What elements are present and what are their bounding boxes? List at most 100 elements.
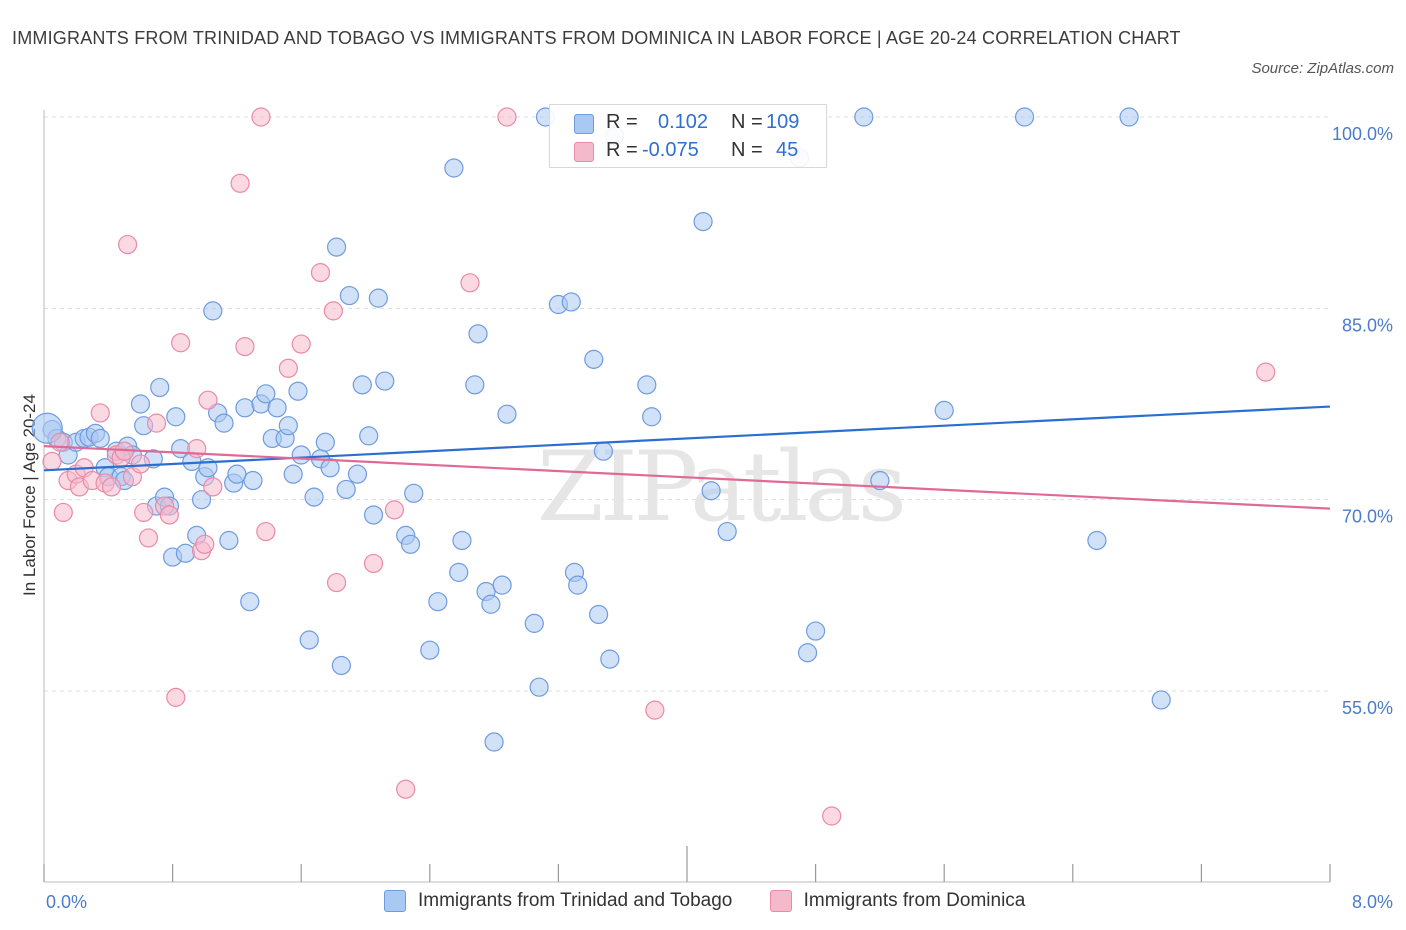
data-point [166, 687, 186, 707]
dominica-legend-swatch [769, 890, 792, 912]
data-point [347, 464, 368, 484]
trend-line-dominica [43, 444, 1331, 510]
data-point [481, 594, 501, 614]
x-tick-label: 8.0% [1352, 892, 1393, 912]
data-point [50, 432, 70, 452]
data-point [797, 643, 818, 663]
data-point [166, 407, 186, 427]
data-point [240, 592, 260, 612]
data-point [214, 413, 234, 433]
data-point [428, 592, 448, 612]
data-point [1151, 690, 1171, 710]
data-point [288, 381, 308, 401]
n-value: 109 [766, 111, 800, 133]
data-point [339, 285, 360, 306]
data-point [637, 375, 657, 395]
data-point [159, 505, 179, 525]
data-point [267, 398, 287, 418]
trend-lines [43, 405, 1331, 510]
data-point [1119, 107, 1139, 127]
data-point [400, 534, 421, 554]
data-point [243, 470, 263, 491]
data-point [195, 534, 215, 554]
data-point [130, 454, 151, 474]
data-point [171, 333, 191, 353]
legend-item-dominica: Immigrants from Dominica [769, 890, 1026, 912]
data-point [326, 572, 347, 593]
data-point [283, 464, 303, 484]
data-point [175, 543, 196, 563]
r-label: R = [606, 139, 638, 161]
chart-title: IMMIGRANTS FROM TRINIDAD AND TOBAGO VS I… [12, 28, 1181, 48]
data-point [822, 806, 842, 826]
data-point [1014, 107, 1035, 127]
y-tick-label: 55.0% [1342, 698, 1393, 718]
data-point [198, 390, 218, 410]
data-point [304, 487, 324, 507]
data-point [529, 677, 549, 697]
y-tick-label: 100.0% [1332, 124, 1393, 144]
data-point [203, 477, 223, 497]
axes [43, 110, 1331, 883]
data-point [588, 604, 609, 625]
data-point [53, 502, 73, 523]
data-point [278, 358, 298, 378]
data-point [235, 337, 255, 357]
data-point [870, 470, 890, 491]
data-point [187, 439, 207, 459]
dominica-swatch [574, 142, 594, 162]
data-point [138, 528, 159, 548]
data-point [460, 273, 480, 293]
data-point [331, 655, 351, 676]
data-point [600, 649, 620, 669]
data-point [130, 394, 151, 414]
data-point [524, 613, 544, 633]
data-point [805, 621, 826, 641]
data-point [291, 334, 311, 354]
data-point [693, 211, 713, 232]
data-point [468, 324, 488, 344]
data-point [497, 107, 517, 127]
data-point [256, 521, 276, 542]
data-point [146, 413, 167, 433]
r-label: R = [606, 111, 638, 133]
series-trinidad-points [31, 107, 1171, 752]
data-point [717, 521, 737, 542]
source-note: Source: ZipAtlas.com [1251, 60, 1394, 77]
data-point [326, 237, 347, 257]
data-point [1087, 530, 1107, 551]
data-point [42, 451, 62, 471]
y-tick-label: 85.0% [1342, 315, 1393, 335]
trinidad-legend-swatch [384, 890, 406, 912]
series-dominica-points [42, 107, 1276, 826]
data-point [359, 426, 379, 446]
data-point [256, 384, 276, 404]
data-point [568, 575, 588, 595]
data-point [497, 404, 517, 424]
data-point [368, 288, 388, 308]
data-point [90, 403, 110, 423]
tick-labels: 55.0% 70.0% 85.0% 100.0% 0.0% 8.0% [46, 124, 1393, 912]
data-point [191, 490, 212, 510]
data-point [323, 301, 343, 321]
data-point [363, 553, 384, 574]
data-point [219, 530, 239, 551]
data-point [934, 400, 954, 420]
data-point [404, 483, 424, 503]
bottom-legend: Immigrants from Trinidad and Tobago Immi… [384, 890, 1057, 918]
r-value: 0.102 [658, 111, 709, 133]
data-point [101, 477, 122, 497]
legend-label-dominica: Immigrants from Dominica [803, 890, 1026, 911]
data-point [299, 630, 319, 650]
data-point [134, 502, 154, 523]
n-label: N = [731, 139, 763, 161]
trinidad-swatch [574, 114, 594, 134]
data-point [584, 349, 604, 369]
legend-label-trinidad: Immigrants from Trinidad and Tobago [418, 890, 733, 911]
data-point [375, 371, 395, 391]
data-point [291, 445, 311, 465]
data-point [593, 441, 614, 461]
data-point [320, 458, 340, 478]
legend-item-trinidad: Immigrants from Trinidad and Tobago [384, 890, 732, 912]
